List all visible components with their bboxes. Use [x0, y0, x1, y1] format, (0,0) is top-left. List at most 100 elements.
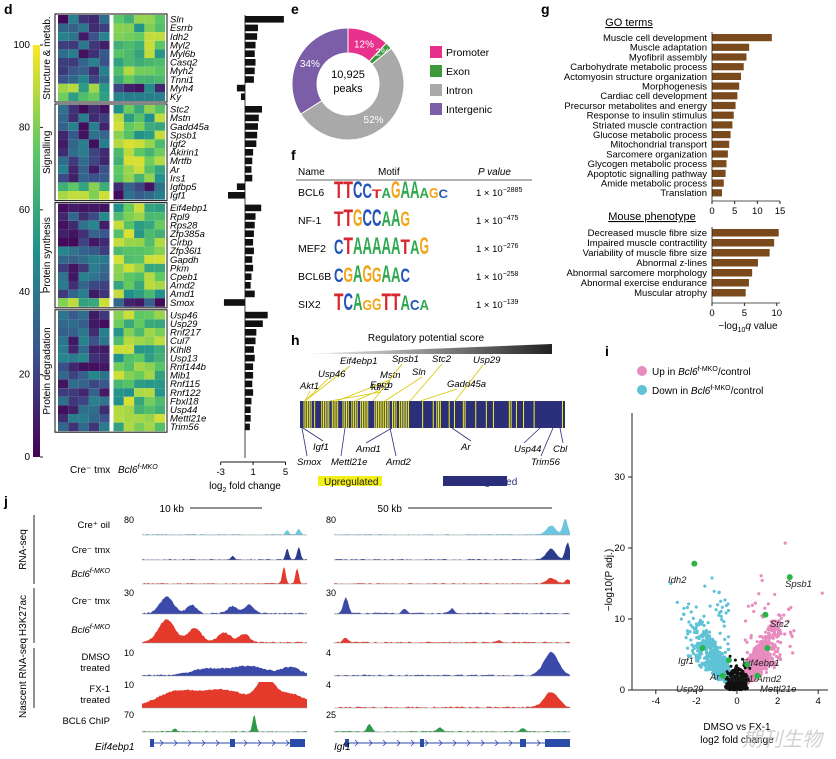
heatmap-cell	[113, 353, 124, 363]
gene-label: Amd2	[169, 281, 196, 292]
heatmap-cell	[134, 379, 145, 389]
gene-label: Gapdh	[170, 255, 199, 266]
heatmap-cell	[123, 422, 135, 432]
volcano-point-ns	[735, 676, 739, 680]
motif-letter: A	[372, 233, 382, 260]
reg-gene-label-top: Eif4ebp1	[340, 356, 378, 367]
heatmap-cell	[134, 92, 145, 101]
heatmap-cell	[113, 203, 124, 213]
volcano-point	[760, 578, 764, 583]
heatmap-cell	[123, 105, 135, 114]
volcano-point	[755, 640, 759, 644]
heatmap-cell	[144, 229, 155, 238]
volcano-ytick-label: 0	[620, 685, 625, 696]
volcano-highlight-point	[762, 611, 769, 618]
term-label: Glycogen metabolic process	[588, 159, 708, 170]
gene-model-exon	[150, 739, 154, 747]
heatmap-group-label: Structure & metab.	[42, 16, 53, 99]
heatmap-cell	[68, 238, 79, 247]
watermark: 期刊生物	[742, 729, 825, 751]
heatmap-cell	[134, 15, 145, 24]
heatmap-cell	[113, 238, 124, 247]
volcano-point	[694, 656, 698, 660]
panel-letter-e: e	[291, 1, 299, 17]
term-bar	[712, 140, 730, 148]
heatmap-cell	[154, 336, 165, 346]
heatmap-cell	[68, 23, 79, 33]
volcano-point	[759, 574, 763, 578]
term-label: Impaired muscle contractility	[587, 238, 707, 249]
heatmap-cell	[113, 40, 124, 50]
gene-model-arrow	[508, 739, 513, 747]
heatmap-cell	[78, 173, 89, 183]
heatmap-cell	[144, 165, 155, 174]
heatmap-cell	[88, 191, 100, 200]
heatmap-cell	[144, 289, 155, 299]
motif-name: NF-1	[298, 215, 321, 227]
volcano-point	[685, 646, 690, 650]
heatmap-cell	[123, 371, 135, 380]
barcode-line-up	[523, 401, 525, 428]
heatmap-cell	[113, 336, 124, 346]
volcano-point	[691, 651, 695, 655]
gene-label: Rnf115	[170, 379, 201, 390]
heatmap-cell	[113, 92, 124, 101]
volcano-point	[710, 661, 715, 665]
heatmap-cell	[58, 272, 69, 281]
reg-gene-label-top: Idh2	[371, 382, 390, 393]
reg-gene-connector	[540, 427, 554, 457]
volcano-point	[712, 641, 716, 645]
track-signal	[142, 665, 307, 676]
term-label: Abnormal sarcomere morphology	[567, 268, 708, 279]
heatmap-cell	[144, 66, 155, 76]
heatmap-cell	[88, 220, 100, 230]
reg-gene-connector	[301, 427, 308, 457]
heatmap-cell	[154, 15, 165, 24]
heatmap-cell	[88, 281, 100, 290]
track-label: Cre⁻ tmx	[72, 596, 111, 607]
heatmap-cell	[88, 319, 100, 328]
gene-model-arrow	[424, 739, 429, 747]
colorbar-tick-label: 80	[19, 122, 31, 133]
volcano-point	[697, 636, 701, 641]
volcano-gene-label: Idh2	[668, 575, 687, 586]
heatmap-cell	[99, 362, 110, 371]
heatmap-group-label: Protein synthesis	[42, 217, 53, 293]
volcano-point-ns	[726, 685, 730, 689]
heatmap-cell	[99, 319, 110, 328]
fold-change-bar	[245, 221, 255, 229]
term-label: Cardiac cell development	[600, 91, 707, 102]
gene-label: Idh2	[170, 32, 189, 43]
term-bar	[712, 249, 770, 257]
heatmap-cell	[144, 371, 155, 380]
term-bar	[712, 239, 775, 247]
reg-gene-label-top: Esrrb	[370, 380, 393, 391]
heatmap-group-label: Signalling	[42, 131, 53, 174]
motif-letter: C	[372, 205, 382, 232]
volcano-point	[684, 636, 688, 640]
fold-change-bar	[245, 166, 252, 173]
volcano-point-ns	[742, 679, 746, 683]
volcano-gene-label: Spsb1	[785, 579, 812, 590]
heatmap-cell	[68, 212, 79, 221]
volcano-point	[710, 649, 714, 653]
heatmap-cell	[144, 113, 155, 123]
barcode-line-up	[333, 401, 335, 428]
term-bar	[712, 160, 727, 168]
heatmap-cell	[88, 255, 100, 264]
donut-slice-label: 34%	[300, 59, 320, 70]
barcode-line-up	[422, 401, 424, 428]
heatmap-cell	[113, 272, 124, 281]
heatmap-cell	[78, 191, 89, 200]
barcode-line-up	[324, 401, 326, 428]
term-label: Carbohydrate metabolic process	[570, 62, 707, 73]
heatmap-cell	[78, 75, 89, 84]
barcode-line-up	[448, 401, 450, 428]
heatmap-cell	[134, 203, 145, 213]
volcano-point-ns	[741, 657, 745, 661]
volcano-point	[772, 652, 776, 656]
volcano-point	[723, 598, 727, 602]
volcano-xtick-label: 4	[816, 696, 821, 707]
heatmap-cell	[99, 371, 110, 380]
heatmap-cell	[134, 40, 145, 50]
